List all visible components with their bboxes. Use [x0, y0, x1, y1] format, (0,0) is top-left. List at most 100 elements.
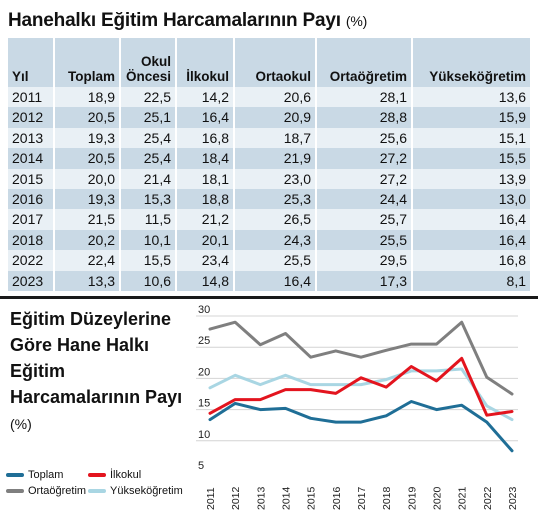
data-table: Yıl Toplam Okul Öncesi İlkokul Ortaokul …	[8, 38, 530, 292]
table-cell: 26,5	[234, 209, 317, 230]
table-cell: 24,3	[234, 229, 317, 251]
y-tick-label: 20	[198, 366, 210, 378]
header-cell: İlkokul	[176, 38, 235, 87]
y-tick-label: 5	[198, 460, 204, 472]
y-tick-label: 15	[198, 398, 210, 410]
legend-swatch-ilkokul	[88, 473, 106, 477]
legend-swatch-toplam	[6, 473, 24, 477]
table-cell: 25,5	[234, 250, 317, 271]
table-cell: 18,7	[234, 127, 317, 149]
table-row: 2017 21,5 11,5 21,2 26,5 25,7 16,4	[8, 209, 530, 230]
header-cell: Ortaokul	[234, 38, 317, 87]
legend-swatch-ortaogretim	[6, 489, 24, 493]
table-cell: 2017	[8, 209, 55, 230]
legend-item-yuksekogretim: Yükseköğretim	[88, 484, 183, 498]
legend-item-ilkokul: İlkokul	[88, 468, 141, 482]
table-cell: 18,8	[176, 189, 235, 210]
legend-label: Ortaöğretim	[28, 485, 87, 497]
table-cell: 14,2	[176, 87, 235, 108]
table-cell: 16,8	[176, 127, 235, 149]
table-cell: 16,4	[412, 229, 530, 251]
table-cell: 13,9	[412, 168, 530, 190]
table-header-row: Yıl Toplam Okul Öncesi İlkokul Ortaokul …	[8, 38, 530, 87]
header-cell: Okul Öncesi	[120, 38, 177, 87]
header-cell: Yükseköğretim	[412, 38, 530, 87]
table-cell: 25,5	[316, 229, 413, 251]
table-cell: 22,5	[120, 87, 177, 108]
x-tick-label: 2012	[230, 486, 242, 510]
y-tick-label: 30	[198, 304, 210, 316]
table-cell: 2011	[8, 87, 55, 108]
table-title-text: Hanehalkı Eğitim Harcamalarının Payı	[8, 10, 341, 31]
table-cell: 15,9	[412, 107, 530, 128]
chart-unit: (%)	[10, 416, 32, 432]
x-tick-label: 2019	[406, 486, 418, 510]
table-cell: 2013	[8, 127, 55, 149]
table-cell: 13,0	[412, 189, 530, 210]
x-tick-label: 2020	[432, 486, 444, 510]
table-cell: 25,4	[120, 148, 177, 169]
x-tick-label: 2013	[255, 486, 267, 510]
table-row: 2018 20,2 10,1 20,1 24,3 25,5 16,4	[8, 229, 530, 251]
table-row: 2014 20,5 25,4 18,4 21,9 27,2 15,5	[8, 148, 530, 169]
table-cell: 2023	[8, 270, 55, 292]
table-cell: 20,6	[234, 87, 317, 108]
table-cell: 2022	[8, 250, 55, 271]
table-cell: 18,9	[54, 87, 121, 108]
table-cell: 17,3	[316, 270, 413, 292]
x-tick-label: 2016	[331, 486, 343, 510]
table-cell: 15,3	[120, 189, 177, 210]
table-cell: 28,8	[316, 107, 413, 128]
chart-title: Eğitim Düzeylerine Göre Hane Halkı Eğiti…	[10, 306, 185, 437]
table-cell: 21,5	[54, 209, 121, 230]
table-row: 2022 22,4 15,5 23,4 25,5 29,5 16,8	[8, 250, 530, 271]
table-cell: 20,0	[54, 168, 121, 190]
table-cell: 20,5	[54, 148, 121, 169]
table-cell: 29,5	[316, 250, 413, 271]
table-cell: 25,6	[316, 127, 413, 149]
x-tick-label: 2022	[482, 486, 494, 510]
table-cell: 2018	[8, 229, 55, 251]
series-line-toplam	[208, 400, 514, 453]
legend-label: Toplam	[28, 469, 64, 481]
table-row: 2013 19,3 25,4 16,8 18,7 25,6 15,1	[8, 127, 530, 149]
table-cell: 21,9	[234, 148, 317, 169]
table-cell: 25,4	[120, 127, 177, 149]
table-cell: 16,4	[412, 209, 530, 230]
legend-item-ortaogretim: Ortaöğretim	[6, 484, 86, 498]
table-cell: 10,1	[120, 229, 177, 251]
table-cell: 23,0	[234, 168, 317, 190]
table-title: Hanehalkı Eğitim Harcamalarının Payı (%)	[8, 10, 367, 36]
table-cell: 27,2	[316, 168, 413, 190]
table-cell: 19,3	[54, 127, 121, 149]
table-cell: 13,6	[412, 87, 530, 108]
table-cell: 27,2	[316, 148, 413, 169]
table-cell: 20,5	[54, 107, 121, 128]
table-cell: 24,4	[316, 189, 413, 210]
table-cell: 16,4	[176, 107, 235, 128]
series-line-yuksekogretim	[208, 367, 514, 422]
table-row: 2023 13,3 10,6 14,8 16,4 17,3 8,1	[8, 270, 530, 292]
table-cell: 28,1	[316, 87, 413, 108]
table-row: 2015 20,0 21,4 18,1 23,0 27,2 13,9	[8, 168, 530, 190]
table-body: 2011 18,9 22,5 14,2 20,6 28,1 13,6 2012 20,5 25,1…	[8, 87, 530, 292]
y-tick-label: 10	[198, 429, 210, 441]
table-cell: 25,7	[316, 209, 413, 230]
chart-title-text: Eğitim Düzeylerine Göre Hane Halkı Eğiti…	[10, 309, 183, 407]
y-tick-label: 25	[198, 335, 210, 347]
header-cell: Ortaöğretim	[316, 38, 413, 87]
table-cell: 22,4	[54, 250, 121, 271]
table-cell: 20,2	[54, 229, 121, 251]
table-cell: 21,4	[120, 168, 177, 190]
table-row: 2016 19,3 15,3 18,8 25,3 24,4 13,0	[8, 189, 530, 210]
x-tick-label: 2021	[457, 486, 469, 510]
table-cell: 13,3	[54, 270, 121, 292]
table-cell: 15,5	[120, 250, 177, 271]
table-cell: 2012	[8, 107, 55, 128]
x-tick-label: 2014	[281, 486, 293, 510]
legend-item-toplam: Toplam	[6, 468, 63, 482]
table-cell: 20,9	[234, 107, 317, 128]
table-cell: 20,1	[176, 229, 235, 251]
